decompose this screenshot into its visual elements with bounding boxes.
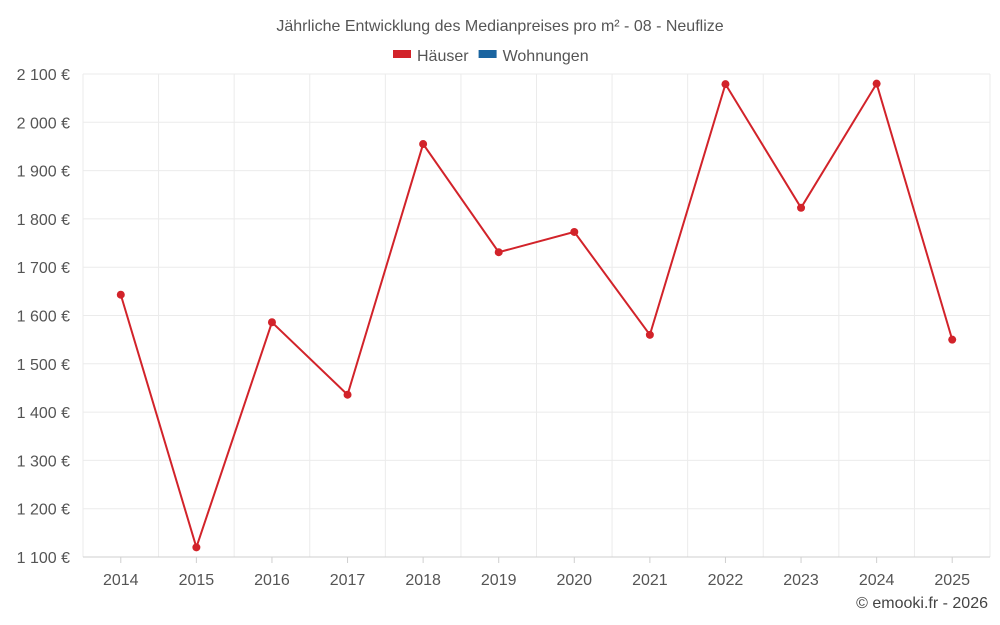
x-tick-label: 2020 <box>556 572 592 589</box>
legend: Häuser Wohnungen <box>393 48 589 65</box>
series-line-0 <box>119 81 954 551</box>
legend-swatch-1 <box>478 50 497 58</box>
y-axis-ticks: 1 100 € 1 200 € 1 300 € 1 400 € 1 500 € 1 600… <box>17 67 70 567</box>
x-tick-label: 2017 <box>330 572 366 589</box>
x-tick-label: 2015 <box>179 572 215 589</box>
y-tick-label: 2 000 € <box>17 115 70 132</box>
data-point-2018[interactable] <box>419 140 428 149</box>
data-point-2022[interactable] <box>721 80 730 89</box>
data-point-2017[interactable] <box>343 390 352 399</box>
y-tick-label: 1 700 € <box>17 260 70 277</box>
y-tick-label: 1 200 € <box>17 502 70 519</box>
data-point-2023[interactable] <box>797 203 806 212</box>
data-point-2020[interactable] <box>570 227 579 236</box>
data-point-2025[interactable] <box>948 335 957 344</box>
x-tick-label: 2025 <box>934 572 970 589</box>
legend-label-0[interactable]: Häuser <box>417 48 469 65</box>
data-point-2024[interactable] <box>872 79 881 88</box>
data-point-2014[interactable] <box>116 290 125 299</box>
data-point-2015[interactable] <box>192 543 201 552</box>
y-tick-label: 2 100 € <box>17 67 70 84</box>
legend-label-1[interactable]: Wohnungen <box>503 48 589 65</box>
x-tick-label: 2014 <box>103 572 139 589</box>
data-point-2021[interactable] <box>645 330 654 339</box>
y-tick-label: 1 900 € <box>17 164 70 181</box>
x-tick-label: 2016 <box>254 572 290 589</box>
y-tick-label: 1 500 € <box>17 357 70 374</box>
horizontal-gridlines <box>83 73 990 510</box>
y-tick-label: 1 600 € <box>17 309 70 326</box>
y-tick-label: 1 400 € <box>17 405 70 422</box>
y-tick-label: 1 100 € <box>17 550 70 567</box>
x-axis-ticks: 2014 2015 2016 2017 2018 2019 2020 2021 2022 2023… <box>103 557 970 589</box>
data-point-2016[interactable] <box>267 318 276 327</box>
x-tick-label: 2019 <box>481 572 517 589</box>
x-tick-label: 2021 <box>632 572 668 589</box>
legend-swatch-0 <box>393 50 411 58</box>
x-tick-label: 2022 <box>708 572 744 589</box>
credit-text: © emooki.fr - 2026 <box>856 595 988 612</box>
x-tick-label: 2024 <box>859 572 895 589</box>
data-point-2019[interactable] <box>494 248 503 257</box>
x-tick-label: 2018 <box>405 572 441 589</box>
chart-title: Jährliche Entwicklung des Medianpreises … <box>276 18 723 35</box>
x-tick-label: 2023 <box>783 572 819 589</box>
series-layer <box>116 79 957 552</box>
y-tick-label: 1 800 € <box>17 212 70 229</box>
y-tick-label: 1 300 € <box>17 453 70 470</box>
